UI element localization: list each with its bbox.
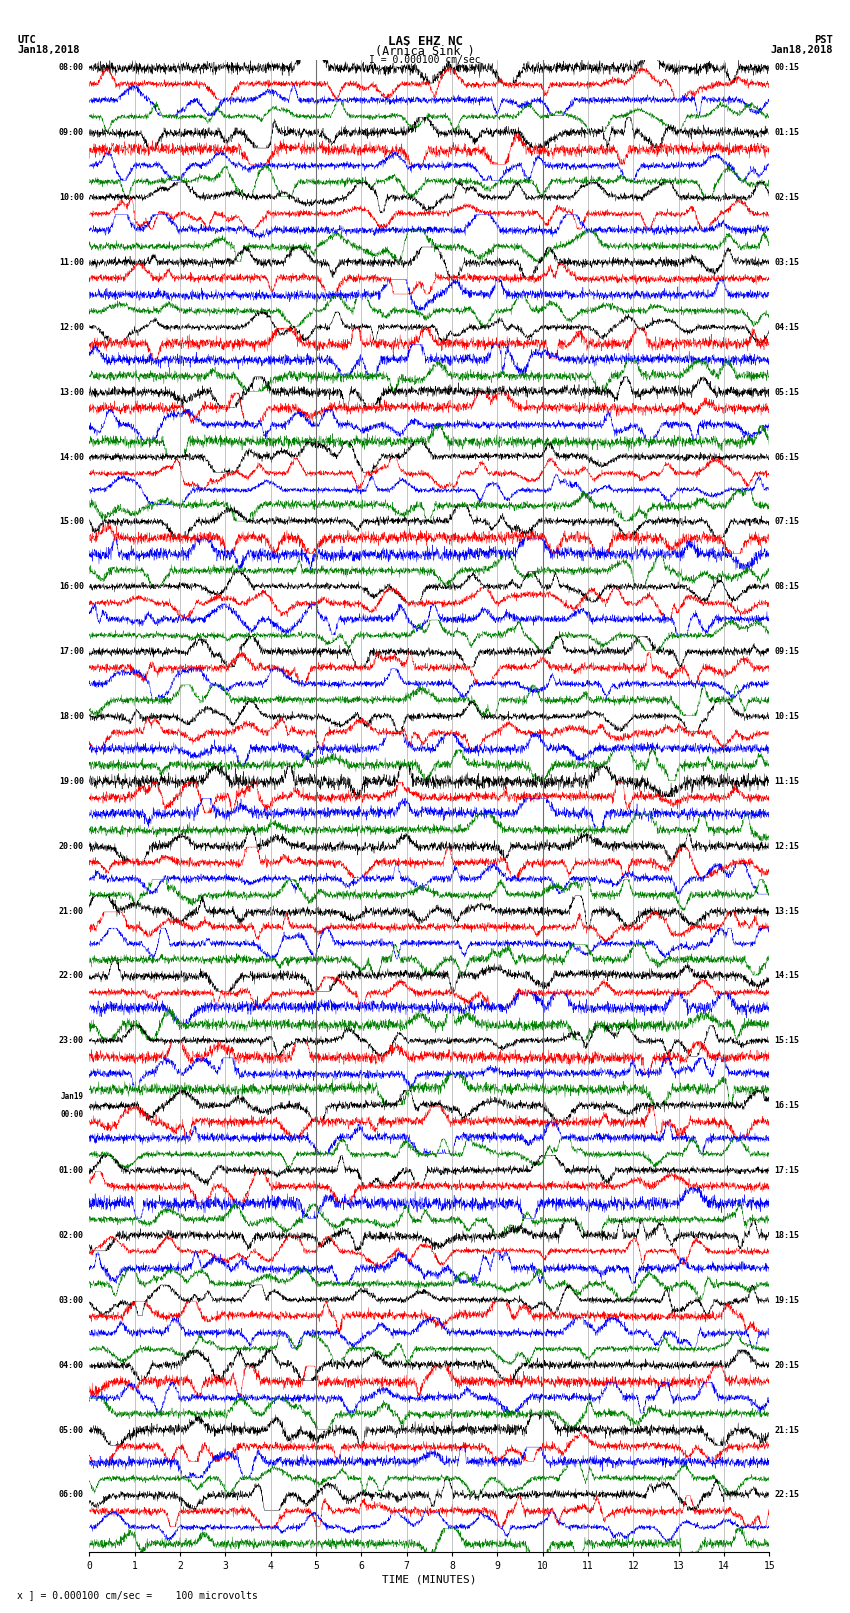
Text: 15:15: 15:15 [774,1036,800,1045]
Text: UTC: UTC [17,35,36,45]
Text: 23:00: 23:00 [59,1036,84,1045]
Text: 17:00: 17:00 [59,647,84,656]
Text: 11:15: 11:15 [774,777,800,786]
Text: 01:15: 01:15 [774,127,800,137]
Text: 17:15: 17:15 [774,1166,800,1176]
Text: 08:15: 08:15 [774,582,800,592]
Text: 14:15: 14:15 [774,971,800,981]
Text: 13:15: 13:15 [774,907,800,916]
Text: 04:15: 04:15 [774,323,800,332]
Text: 03:15: 03:15 [774,258,800,266]
Text: 05:15: 05:15 [774,387,800,397]
Text: x ] = 0.000100 cm/sec =    100 microvolts: x ] = 0.000100 cm/sec = 100 microvolts [17,1590,258,1600]
Text: 16:15: 16:15 [774,1102,800,1110]
Text: 09:15: 09:15 [774,647,800,656]
Text: 03:00: 03:00 [59,1295,84,1305]
Text: 16:00: 16:00 [59,582,84,592]
Text: 09:00: 09:00 [59,127,84,137]
Text: 20:00: 20:00 [59,842,84,850]
Text: 19:00: 19:00 [59,777,84,786]
Text: LAS EHZ NC: LAS EHZ NC [388,35,462,48]
Text: (Arnica Sink ): (Arnica Sink ) [375,45,475,58]
Text: 22:00: 22:00 [59,971,84,981]
Text: 21:15: 21:15 [774,1426,800,1434]
Text: 06:00: 06:00 [59,1490,84,1500]
Text: 10:00: 10:00 [59,194,84,202]
Text: 11:00: 11:00 [59,258,84,266]
Text: 18:15: 18:15 [774,1231,800,1240]
Text: 20:15: 20:15 [774,1361,800,1369]
Text: 22:15: 22:15 [774,1490,800,1500]
Text: 06:15: 06:15 [774,453,800,461]
Text: 15:00: 15:00 [59,518,84,526]
Text: PST: PST [814,35,833,45]
Text: 21:00: 21:00 [59,907,84,916]
Text: 07:15: 07:15 [774,518,800,526]
Text: 02:00: 02:00 [59,1231,84,1240]
Text: 12:15: 12:15 [774,842,800,850]
Text: 04:00: 04:00 [59,1361,84,1369]
Text: I = 0.000100 cm/sec: I = 0.000100 cm/sec [369,55,481,65]
Text: 18:00: 18:00 [59,711,84,721]
Text: 00:15: 00:15 [774,63,800,73]
Text: 05:00: 05:00 [59,1426,84,1434]
Text: 10:15: 10:15 [774,711,800,721]
Text: 13:00: 13:00 [59,387,84,397]
Text: 14:00: 14:00 [59,453,84,461]
Text: 00:00: 00:00 [60,1110,84,1119]
Text: 12:00: 12:00 [59,323,84,332]
X-axis label: TIME (MINUTES): TIME (MINUTES) [382,1574,477,1586]
Text: Jan18,2018: Jan18,2018 [17,45,80,55]
Text: 08:00: 08:00 [59,63,84,73]
Text: 19:15: 19:15 [774,1295,800,1305]
Text: Jan18,2018: Jan18,2018 [770,45,833,55]
Text: 01:00: 01:00 [59,1166,84,1176]
Text: Jan19: Jan19 [60,1092,84,1102]
Text: 02:15: 02:15 [774,194,800,202]
